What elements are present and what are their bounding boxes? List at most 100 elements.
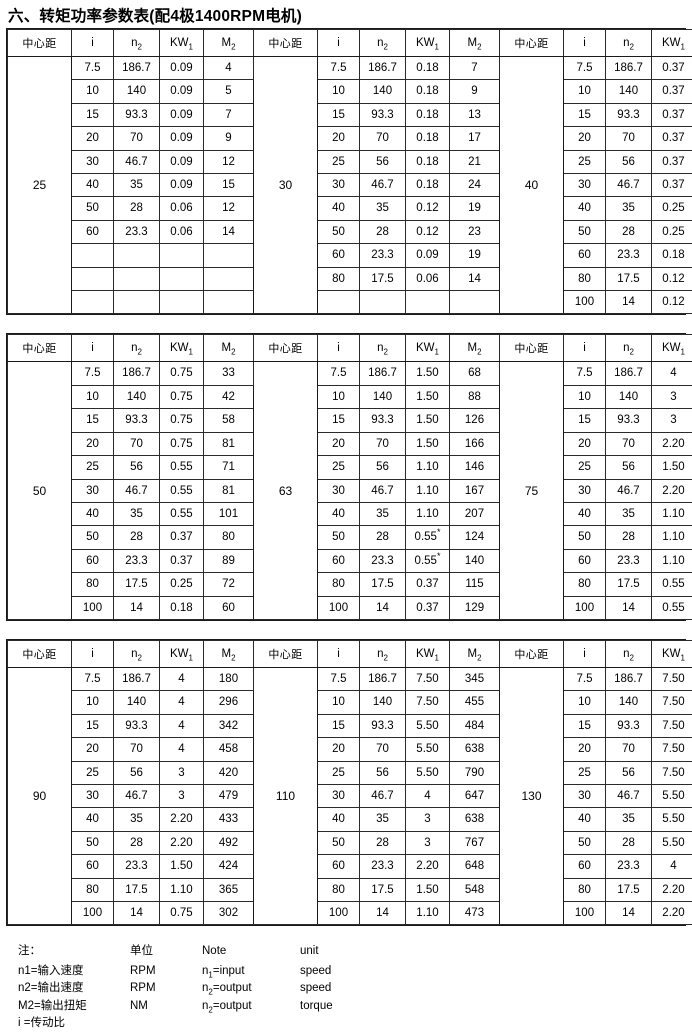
footnote-meaning-en: speed (300, 981, 380, 999)
group-size-label: 90 (8, 667, 72, 924)
col-header-ratio: i (564, 30, 606, 57)
cell-power: 0.37 (652, 57, 692, 80)
cell-power: 7.50 (652, 667, 692, 690)
cell-power: 2.20 (652, 902, 692, 925)
cell-power: 0.37 (652, 103, 692, 126)
cell-ratio: 20 (564, 738, 606, 761)
cell-ratio: 100 (564, 596, 606, 619)
cell-power: 7.50 (652, 761, 692, 784)
cell-torque: 60 (204, 596, 254, 619)
cell-torque: 81 (204, 432, 254, 455)
table-header-3: 中心距in2KW1M2中心距in2KW1M2中心距in2KW1M2 (8, 640, 692, 667)
cell-power: 2.20 (652, 432, 692, 455)
cell-ratio: 7.5 (72, 362, 114, 385)
footnote-unit (130, 1016, 202, 1034)
cell-output-speed: 17.5 (360, 878, 406, 901)
cell-power: 1.10 (652, 502, 692, 525)
cell-power: 0.06 (160, 220, 204, 243)
group-size-label: 50 (8, 362, 72, 619)
cell-torque: 101 (204, 502, 254, 525)
cell-torque: 15 (204, 174, 254, 197)
col-header-center-distance: 中心距 (8, 335, 72, 362)
cell-output-speed: 17.5 (606, 573, 652, 596)
cell-ratio: 100 (72, 902, 114, 925)
cell-ratio: 60 (318, 549, 360, 572)
cell-output-speed: 46.7 (606, 784, 652, 807)
col-header-ratio: i (564, 640, 606, 667)
cell-power: 0.55* (406, 526, 450, 549)
cell-power: 1.10 (406, 502, 450, 525)
cell-output-speed: 14 (606, 902, 652, 925)
cell-output-speed: 14 (114, 902, 160, 925)
group-size-label: 75 (500, 362, 564, 619)
cell-torque: 146 (450, 456, 500, 479)
cell-ratio: 30 (72, 150, 114, 173)
cell-torque: 140 (450, 549, 500, 572)
cell-ratio: 20 (72, 432, 114, 455)
cell-ratio: 20 (318, 127, 360, 150)
cell-power: 0.37 (160, 549, 204, 572)
cell-output-speed: 35 (360, 502, 406, 525)
footnote-note-label: 注： (18, 944, 130, 964)
cell-power: 0.18 (160, 596, 204, 619)
cell-output-speed: 186.7 (114, 57, 160, 80)
cell-output-speed: 70 (114, 127, 160, 150)
cell-power: 1.50 (406, 432, 450, 455)
cell-ratio: 100 (72, 596, 114, 619)
cell-output-speed: 56 (114, 761, 160, 784)
cell-ratio: 50 (564, 526, 606, 549)
cell-ratio: 7.5 (564, 362, 606, 385)
footnote-note-header-en: Note (202, 944, 300, 964)
cell-output-speed: 70 (360, 432, 406, 455)
cell-torque: 455 (450, 691, 500, 714)
footnote-term-en: n2=output (202, 981, 300, 999)
cell-output-speed: 23.3 (360, 549, 406, 572)
cell-output-speed: 17.5 (606, 878, 652, 901)
spec-table-2-wrapper: 中心距in2KW1M2中心距in2KW1M2中心距in2KW1M2 507.51… (6, 333, 686, 620)
cell-output-speed: 28 (114, 197, 160, 220)
cell-power: 0.18 (652, 244, 692, 267)
spec-table-3: 中心距in2KW1M2中心距in2KW1M2中心距in2KW1M2 907.51… (7, 640, 692, 925)
cell-output-speed: 35 (114, 174, 160, 197)
cell-output-speed: 35 (114, 808, 160, 831)
cell-power: 0.75 (160, 385, 204, 408)
cell-torque: 166 (450, 432, 500, 455)
cell-output-speed: 14 (606, 596, 652, 619)
cell-power: 0.18 (406, 57, 450, 80)
cell-power: 0.18 (406, 127, 450, 150)
col-header-power: KW1 (160, 640, 204, 667)
cell-torque: 790 (450, 761, 500, 784)
cell-output-speed: 17.5 (114, 573, 160, 596)
table-header-1: 中心距in2KW1M2中心距in2KW1M2中心距in2KW1M2 (8, 30, 692, 57)
cell-power: 1.50 (406, 409, 450, 432)
cell-torque: 24 (450, 174, 500, 197)
cell-power: 0.09 (160, 80, 204, 103)
cell-ratio: 10 (318, 691, 360, 714)
col-header-ratio: i (72, 640, 114, 667)
cell-output-speed: 93.3 (606, 714, 652, 737)
cell-power: 3 (406, 808, 450, 831)
cell-output-speed: 23.3 (114, 549, 160, 572)
col-header-output-speed: n2 (360, 30, 406, 57)
cell-ratio: 7.5 (318, 57, 360, 80)
footnote-unit: NM (130, 999, 202, 1017)
cell-power: 0.75 (160, 409, 204, 432)
cell-output-speed: 35 (606, 197, 652, 220)
col-header-ratio: i (564, 335, 606, 362)
col-header-center-distance: 中心距 (254, 335, 318, 362)
cell-torque: 71 (204, 456, 254, 479)
cell-power: 2.20 (160, 831, 204, 854)
cell-output-speed: 28 (606, 220, 652, 243)
cell-output-speed: 35 (606, 808, 652, 831)
